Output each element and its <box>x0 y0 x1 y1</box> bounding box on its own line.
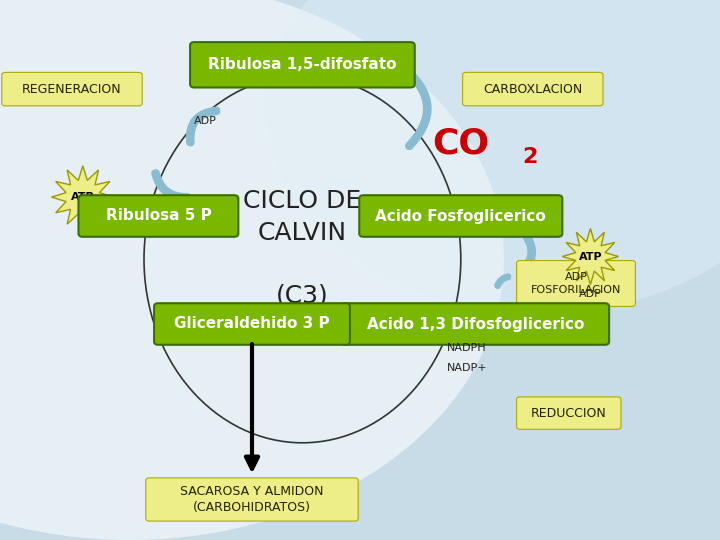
Text: REGENERACION: REGENERACION <box>22 83 122 96</box>
FancyBboxPatch shape <box>78 195 238 237</box>
FancyArrowPatch shape <box>405 69 428 146</box>
Text: NADP+: NADP+ <box>446 363 487 373</box>
FancyBboxPatch shape <box>517 261 636 306</box>
Text: CARBOXLACION: CARBOXLACION <box>483 83 582 96</box>
Text: CO: CO <box>432 126 489 160</box>
Text: ATP: ATP <box>579 252 602 261</box>
FancyBboxPatch shape <box>517 397 621 429</box>
Text: SACAROSA Y ALMIDON
(CARBOHIDRATOS): SACAROSA Y ALMIDON (CARBOHIDRATOS) <box>180 485 324 514</box>
FancyBboxPatch shape <box>190 42 415 87</box>
Polygon shape <box>52 166 114 228</box>
FancyBboxPatch shape <box>359 195 562 237</box>
FancyArrowPatch shape <box>388 328 405 336</box>
Circle shape <box>0 0 504 540</box>
FancyBboxPatch shape <box>341 303 609 345</box>
Text: Ribulosa 1,5-difosfato: Ribulosa 1,5-difosfato <box>208 57 397 72</box>
Text: NADPH: NADPH <box>446 343 486 353</box>
FancyBboxPatch shape <box>2 72 143 106</box>
FancyArrowPatch shape <box>497 276 508 286</box>
Text: ADP: ADP <box>579 289 602 299</box>
Text: CICLO DE
CALVIN

(C3): CICLO DE CALVIN (C3) <box>243 189 361 308</box>
FancyArrowPatch shape <box>189 110 217 143</box>
Text: Acido Fosfoglicerico: Acido Fosfoglicerico <box>375 208 546 224</box>
Text: ADP: ADP <box>194 117 217 126</box>
Text: Acido 1,3 Difosfoglicerico: Acido 1,3 Difosfoglicerico <box>366 316 584 332</box>
FancyArrowPatch shape <box>521 237 533 272</box>
Text: REDUCCION: REDUCCION <box>531 407 607 420</box>
Text: 2: 2 <box>522 146 537 167</box>
Polygon shape <box>562 228 618 285</box>
Text: Ribulosa 5 P: Ribulosa 5 P <box>106 208 211 224</box>
FancyArrowPatch shape <box>408 326 430 334</box>
FancyBboxPatch shape <box>154 303 350 345</box>
FancyBboxPatch shape <box>462 72 603 106</box>
Text: ATP: ATP <box>71 192 94 202</box>
Text: Gliceraldehido 3 P: Gliceraldehido 3 P <box>174 316 330 332</box>
Text: ADP
FOSFORILACION: ADP FOSFORILACION <box>531 272 621 295</box>
FancyArrowPatch shape <box>155 173 188 198</box>
Circle shape <box>266 0 720 313</box>
FancyBboxPatch shape <box>145 478 358 521</box>
